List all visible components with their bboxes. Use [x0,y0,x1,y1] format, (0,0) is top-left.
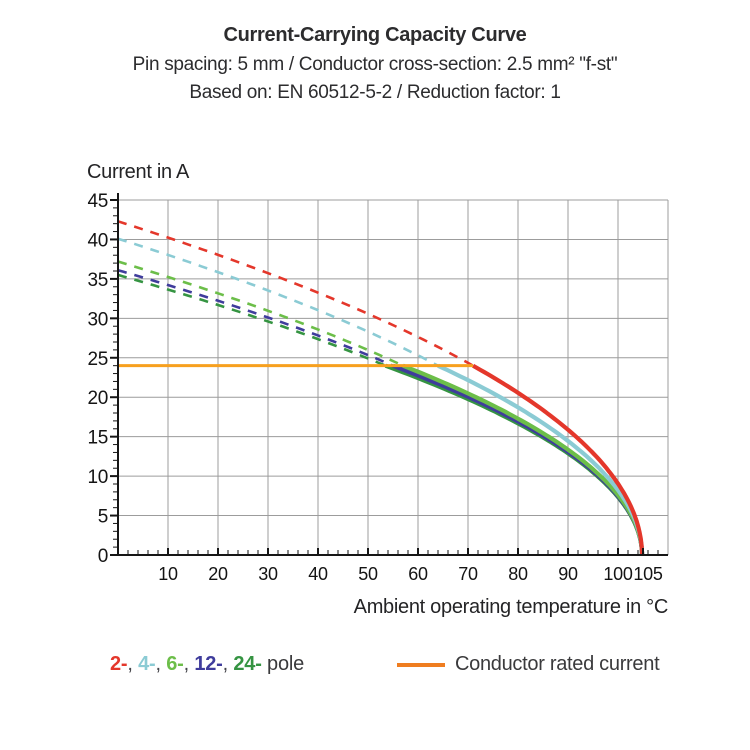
curve-dashed-12-pole [117,268,394,367]
legend-pole-12-pole: 12- [194,653,223,675]
x-axis-title: Ambient operating temperature in °C [353,596,669,618]
curve-dashed-6-pole [117,260,404,367]
legend-separator: , [155,653,167,675]
rated-current-swatch [397,662,445,667]
x-tick-label: 80 [508,564,528,584]
x-tick-label: 60 [408,564,428,584]
y-tick-label: 25 [87,349,108,370]
y-tick-label: 0 [98,546,108,567]
legend-pole-suffix: pole [261,653,305,675]
x-tick-label: 100 [603,564,632,584]
y-tick-label: 10 [87,467,108,488]
legend-poles: 2-, 4-, 6-, 12-, 24- pole [110,653,304,676]
x-tick-label: 50 [358,564,378,584]
x-tick-label: 90 [558,564,578,584]
chart-title: Current-Carrying Capacity Curve [223,24,527,46]
y-tick-label: 5 [98,507,108,528]
chart-subtitle-spec: Pin spacing: 5 mm / Conductor cross-sect… [132,54,618,75]
legend-separator: , [127,653,139,675]
legend-pole-24-pole: 24- [233,653,262,675]
legend-rated: Conductor rated current [397,653,660,676]
curve-dashed-2-pole [117,220,474,367]
x-tick-label: 105 [633,564,662,584]
y-tick-label: 30 [87,309,108,330]
y-axis-title: Current in A [87,161,190,183]
curve-dashed-4-pole [117,237,439,367]
x-tick-label: 10 [158,564,178,584]
x-tick-label: 70 [458,564,478,584]
chart-subtitle-standard: Based on: EN 60512-5-2 / Reduction facto… [189,82,561,103]
curve-solid-2-pole [471,363,645,555]
x-tick-label: 40 [308,564,328,584]
legend-separator: , [222,653,234,675]
x-tick-label: 30 [258,564,278,584]
legend-pole-6-pole: 6- [166,653,184,675]
legend-pole-4-pole: 4- [138,653,156,675]
y-tick-label: 45 [87,191,108,212]
legend-separator: , [183,653,195,675]
y-tick-label: 40 [87,230,108,251]
x-tick-label: 20 [208,564,228,584]
curve-solid-24-pole [384,363,645,555]
y-tick-label: 35 [87,270,108,291]
y-tick-label: 15 [87,428,108,449]
legend-pole-2-pole: 2- [110,653,128,675]
curve-dashed-24-pole [117,273,387,367]
rated-current-label: Conductor rated current [455,653,660,675]
y-tick-label: 20 [87,388,108,409]
